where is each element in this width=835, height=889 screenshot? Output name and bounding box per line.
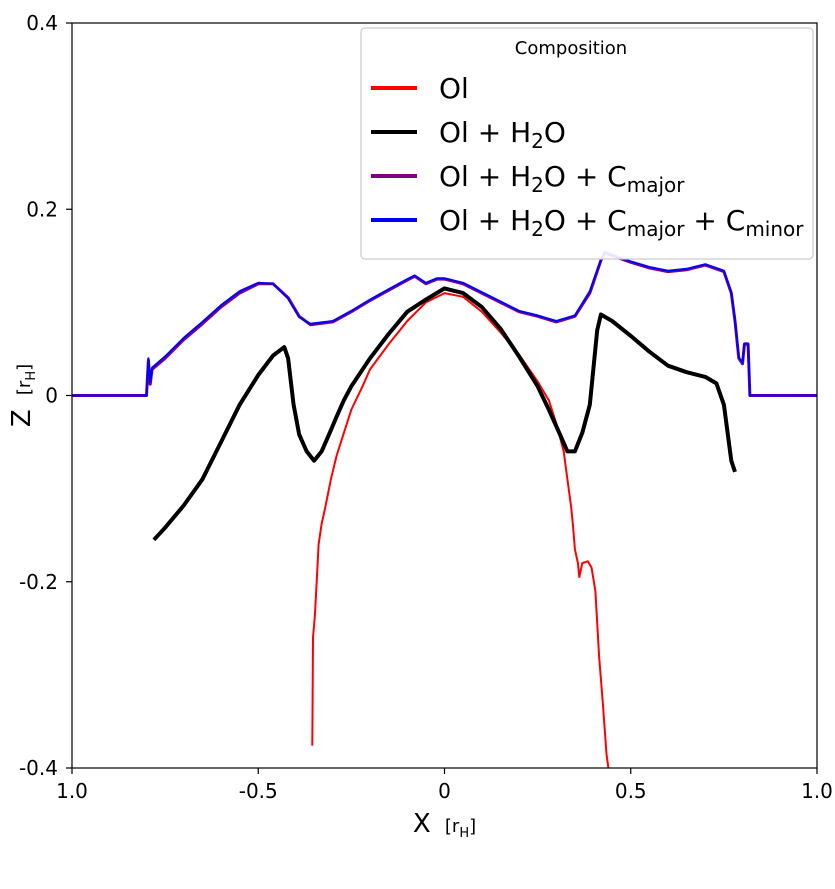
legend-entries: Ol Ol + H2O Ol + H2O + Cmajor Ol + H2O + Cm…	[371, 72, 804, 241]
legend-box	[360, 27, 814, 260]
x-tick-label: 1.0	[56, 779, 88, 803]
x-tick-label: 0	[438, 779, 451, 803]
series-line-2	[72, 251, 817, 397]
y-tick-label: 0.4	[26, 11, 58, 35]
legend-label-3: Ol + H2O + Cmajor + Cminor	[439, 204, 804, 241]
series-line-0	[311, 292, 610, 769]
y-tick-label: -0.4	[19, 756, 58, 780]
svg-text:Z [rH]: Z [rH]	[7, 364, 39, 427]
series-line-1	[152, 286, 737, 542]
y-axis-label-main: Z	[7, 409, 37, 427]
x-tick-label: -0.5	[239, 779, 278, 803]
x-axis-label: X [rH]	[413, 809, 476, 841]
legend-title: Composition	[515, 38, 627, 59]
y-axis-label: Z [rH]	[7, 364, 39, 427]
x-axis-label-main: X	[413, 809, 431, 839]
x-axis-label-unit-sub: H	[459, 826, 469, 841]
y-tick-label: 0.2	[26, 197, 58, 221]
x-axis-label-unit-close: ]	[469, 816, 476, 837]
y-axis-label-unit-sub: H	[24, 371, 39, 381]
series-line-3	[72, 251, 817, 397]
legend-label-0: Ol	[439, 72, 469, 105]
ticks-layer: 1.0 -0.5 0 0.5 1.0 0.4 0.2 0 -0.2 -0.4	[19, 11, 833, 803]
y-tick-label: -0.2	[19, 570, 58, 594]
x-axis-label-unit: [r	[445, 816, 460, 837]
x-tick-label: 1.0	[801, 779, 833, 803]
legend-label-2: Ol + H2O + Cmajor	[439, 160, 685, 197]
y-axis-label-unit: [r	[14, 380, 35, 395]
legend-label-1: Ol + H2O	[439, 116, 566, 153]
y-tick-label: 0	[45, 384, 58, 408]
y-axis-label-unit-close: ]	[14, 364, 35, 371]
x-tick-label: 0.5	[615, 779, 647, 803]
series-layer	[72, 251, 817, 769]
